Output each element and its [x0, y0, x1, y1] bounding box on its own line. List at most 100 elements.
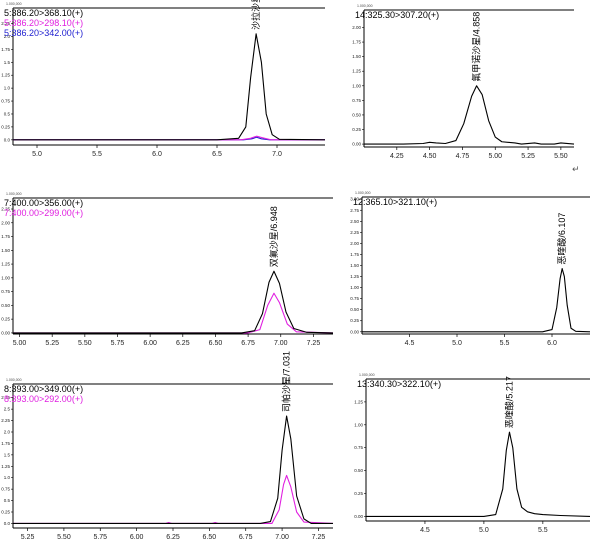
y-tick-label: 2.50	[350, 219, 359, 224]
chart-panel-5: 1.000,000 0.0 0.25 0.5 0.75 1.0 1.25 1.5 1.75 2.0…	[1, 351, 334, 541]
y-tick-label: 2.75	[350, 208, 359, 213]
y-tick-label: 1.50	[352, 54, 361, 59]
chart-panel-3: 1.000,000 0.00 0.25 0.50 0.75 1.00 1.25 1.50 1.7…	[1, 192, 334, 347]
y-tick-label: 1.5	[4, 60, 11, 65]
x-tick-label: 4.75	[456, 153, 470, 160]
series-line-1	[13, 33, 326, 141]
series-line-1	[366, 431, 591, 517]
x-tick-label: 4.5	[420, 527, 430, 534]
y-tick-label: 2.25	[1, 418, 10, 423]
y-tick-label: 0.50	[350, 307, 359, 312]
x-tick-label: 7.25	[312, 534, 326, 541]
y-tick-label: 0.00	[354, 514, 363, 519]
y-tick-label: 1.25	[354, 399, 363, 404]
x-tick-label: 5.5	[538, 527, 548, 534]
series-line-1	[362, 268, 591, 333]
legend-entry: 5:386.20>368.10(+)	[4, 8, 83, 18]
y-tick-label: 0.00	[352, 142, 361, 147]
y-tick-label: 1.25	[1, 262, 10, 267]
series-line-2	[13, 292, 334, 334]
peak-annotation: 恶喹酸/6.107	[556, 213, 567, 265]
legend-entry: 12:365.10>321.10(+)	[353, 197, 437, 207]
y-tick-label: 2.00	[350, 241, 359, 246]
x-tick-label: 6.50	[203, 534, 217, 541]
scale-label: 1.000,000	[355, 191, 371, 195]
y-tick-label: 1.25	[1, 464, 10, 469]
legend-entry: 7:400.00>299.00(+)	[4, 208, 83, 218]
legend-entry: 8:393.00>349.00(+)	[4, 384, 83, 394]
y-tick-label: 2.25	[1, 21, 10, 26]
y-tick-label: 1.50	[1, 248, 10, 253]
y-tick-label: 0.25	[1, 510, 10, 515]
legend-entry: 14:325.30>307.20(+)	[355, 10, 439, 20]
scale-label: 1.000,000	[357, 4, 373, 8]
y-tick-label: 1.75	[1, 234, 10, 239]
y-tick-label: 2.00	[352, 25, 361, 30]
y-tick-label: 0.50	[354, 468, 363, 473]
y-tick-label: 0.75	[1, 289, 10, 294]
y-tick-label: 0.25	[1, 124, 10, 129]
x-tick-label: 5.0	[479, 527, 489, 534]
peak-annotation: 氟甲诺沙星/4.858	[471, 12, 482, 82]
x-tick-label: 7.0	[272, 151, 282, 158]
x-tick-label: 5.50	[57, 534, 71, 541]
x-tick-label: 5.5	[500, 340, 510, 347]
x-tick-label: 4.25	[390, 153, 404, 160]
x-tick-label: 7.00	[274, 340, 288, 347]
y-tick-label: 1.25	[350, 274, 359, 279]
y-tick-label: 2.00	[1, 220, 10, 225]
y-tick-label: 0.25	[1, 317, 10, 322]
legend-entry: 7:400.00>356.00(+)	[4, 198, 83, 208]
peak-annotation: 恶喹酸/5.217	[503, 376, 514, 428]
y-tick-label: 0.25	[350, 318, 359, 323]
scale-label: 1.000,000	[6, 378, 22, 382]
legend-entry: 8:393.00>292.00(+)	[4, 394, 83, 404]
x-tick-label: 5.0	[32, 151, 42, 158]
chart-panel-4: 1.000,000 0.00 0.25 0.50 0.75 1.00 1.25 1.50 1.7…	[350, 191, 591, 347]
x-tick-label: 5.25	[21, 534, 35, 541]
y-tick-label: 0.75	[1, 487, 10, 492]
scale-label: 1.000,000	[6, 2, 22, 6]
y-tick-label: 0.50	[1, 303, 10, 308]
x-tick-label: 7.00	[275, 534, 289, 541]
x-tick-label: 5.75	[93, 534, 107, 541]
x-tick-label: 5.25	[45, 340, 59, 347]
x-tick-label: 6.50	[209, 340, 223, 347]
legend-entry: 5:386.20>342.00(+)	[4, 28, 83, 38]
chart-panel-6: 1.000,000 0.00 0.25 0.50 0.75 1.00 1.25 4.5 5.0 5…	[354, 373, 591, 534]
y-tick-label: 2.25	[350, 230, 359, 235]
y-tick-label: 0.0	[4, 521, 11, 526]
series-line-1	[13, 270, 334, 334]
x-tick-label: 5.50	[554, 153, 568, 160]
legend-entry: 13:340.30>322.10(+)	[357, 379, 441, 389]
legend-entry: 5:386.20>298.10(+)	[4, 18, 83, 28]
scale-label: 1.000,000	[359, 373, 375, 377]
series-line-1	[364, 85, 575, 145]
y-tick-label: 2.0	[4, 430, 11, 435]
x-tick-label: 6.00	[143, 340, 157, 347]
y-tick-label: 0.75	[350, 296, 359, 301]
y-tick-label: 1.00	[352, 83, 361, 88]
series-line-2	[13, 474, 334, 524]
y-tick-label: 0.5	[4, 111, 11, 116]
x-tick-label: 6.5	[212, 151, 222, 158]
x-tick-label: 5.75	[111, 340, 125, 347]
y-tick-label: 1.5	[4, 452, 11, 457]
y-tick-label: 0.25	[352, 127, 361, 132]
x-tick-label: 6.75	[241, 340, 255, 347]
x-tick-label: 6.25	[166, 534, 180, 541]
chart-panel-2: 1.000,000 0.00 0.25 0.50 0.75 1.00 1.25 1.50 1.7…	[352, 4, 575, 160]
y-tick-label: 1.75	[1, 441, 10, 446]
peak-annotation: 双氟沙星/6.948	[268, 206, 279, 267]
y-tick-label: 0.00	[1, 330, 10, 335]
x-tick-label: 4.50	[423, 153, 437, 160]
y-tick-label: 0.75	[354, 445, 363, 450]
return-arrow-icon: ↵	[572, 164, 580, 174]
scale-label: 1.000,000	[6, 192, 22, 196]
x-tick-label: 5.5	[92, 151, 102, 158]
y-tick-label: 1.75	[350, 252, 359, 257]
y-tick-label: 1.00	[1, 275, 10, 280]
y-tick-label: 2.0	[4, 34, 11, 39]
y-tick-label: 3.00	[350, 197, 359, 202]
y-tick-label: 1.0	[4, 86, 11, 91]
